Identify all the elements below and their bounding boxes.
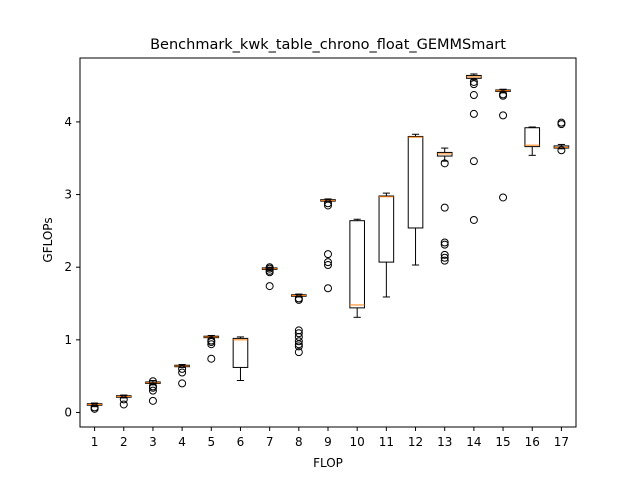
outlier-point (207, 336, 216, 345)
y-tick-label: 4 (64, 115, 72, 129)
x-tick-label: 9 (324, 435, 332, 449)
outlier-point (178, 379, 187, 388)
outlier-point (178, 368, 187, 377)
outlier-point (148, 396, 157, 405)
y-tick-label: 2 (64, 260, 72, 274)
outlier-point (178, 364, 187, 373)
outlier-point (499, 90, 508, 99)
x-tick-label: 6 (237, 435, 245, 449)
box (524, 127, 541, 148)
outlier-point (324, 250, 332, 259)
x-tick-label: 12 (408, 435, 423, 449)
y-tick-label: 0 (64, 405, 72, 419)
x-tick-label: 7 (266, 435, 274, 449)
outlier-point (294, 326, 303, 335)
outlier-point (119, 395, 128, 404)
x-axis-label: FLOP (313, 456, 343, 470)
y-axis-label: GFLOPs (41, 217, 55, 262)
outlier-point (557, 118, 566, 127)
outlier-point (294, 329, 303, 338)
box (349, 220, 365, 309)
y-tick-label: 1 (64, 333, 72, 347)
chart-title: Benchmark_kwk_table_chrono_float_GEMMSma… (150, 37, 506, 53)
outlier-point (469, 77, 478, 86)
x-tick-label: 3 (149, 435, 157, 449)
outlier-point (440, 159, 449, 168)
outlier-point (440, 203, 449, 212)
outlier-point (324, 199, 332, 208)
outlier-point (265, 266, 274, 275)
axes-frame (79, 57, 577, 428)
x-tick-label: 11 (379, 435, 394, 449)
outlier-point (294, 348, 303, 357)
outlier-point (90, 403, 99, 412)
x-tick-label: 16 (525, 435, 540, 449)
box (378, 195, 395, 263)
x-tick-label: 15 (495, 435, 510, 449)
x-tick-label: 8 (295, 435, 303, 449)
outlier-point (148, 377, 157, 386)
outlier-point (469, 215, 478, 224)
outlier-point (294, 337, 303, 346)
box (407, 135, 424, 229)
outlier-point (469, 109, 478, 118)
outlier-point (469, 91, 478, 100)
outlier-point (324, 261, 332, 270)
outlier-point (469, 157, 478, 166)
outlier-point (557, 146, 566, 155)
x-tick-label: 17 (554, 435, 569, 449)
x-tick-label: 10 (350, 435, 365, 449)
outlier-point (265, 282, 274, 291)
outlier-point (440, 256, 449, 265)
x-tick-label: 14 (466, 435, 481, 449)
box (232, 337, 249, 368)
outlier-point (440, 250, 449, 259)
outlier-point (440, 238, 449, 247)
y-tick-label: 3 (64, 188, 72, 202)
outlier-point (499, 193, 508, 202)
outlier-point (148, 382, 157, 391)
x-tick-label: 2 (120, 435, 128, 449)
x-tick-label: 5 (207, 435, 215, 449)
outlier-point (440, 240, 449, 249)
outlier-point (469, 80, 478, 89)
outlier-point (324, 284, 332, 293)
outlier-point (265, 263, 274, 272)
outlier-point (207, 354, 216, 363)
outlier-point (440, 253, 449, 262)
x-tick-label: 1 (91, 435, 99, 449)
x-tick-label: 4 (178, 435, 186, 449)
outlier-point (119, 400, 128, 409)
outlier-point (207, 340, 216, 349)
x-tick-label: 13 (437, 435, 452, 449)
outlier-point (294, 342, 303, 351)
outlier-point (294, 294, 303, 303)
outlier-point (324, 201, 332, 210)
outlier-point (499, 111, 508, 120)
outlier-point (324, 258, 332, 267)
outlier-point (148, 386, 157, 395)
